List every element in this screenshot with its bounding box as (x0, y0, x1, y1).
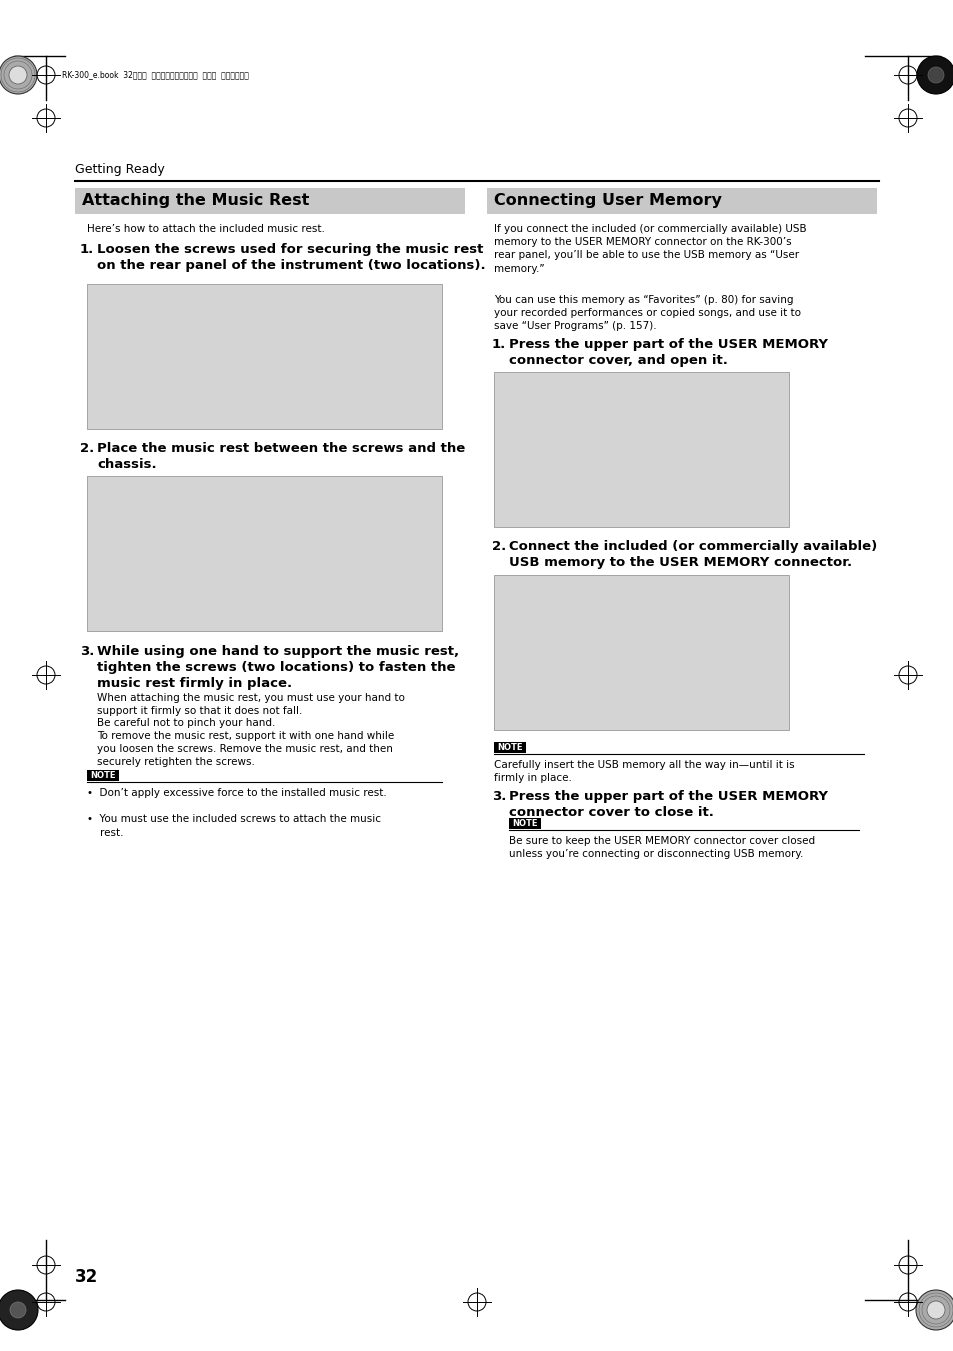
Text: Be sure to keep the USER MEMORY connector cover closed
unless you’re connecting : Be sure to keep the USER MEMORY connecto… (509, 836, 814, 859)
Circle shape (10, 1302, 26, 1319)
Circle shape (916, 55, 953, 95)
Text: Place the music rest between the screws and the
chassis.: Place the music rest between the screws … (97, 442, 465, 471)
FancyBboxPatch shape (75, 188, 464, 213)
Text: Getting Ready: Getting Ready (75, 163, 165, 176)
Text: 1.: 1. (492, 338, 506, 351)
Text: Loosen the screws used for securing the music rest
on the rear panel of the inst: Loosen the screws used for securing the … (97, 243, 485, 272)
Text: Here’s how to attach the included music rest.: Here’s how to attach the included music … (87, 224, 325, 234)
FancyBboxPatch shape (494, 742, 525, 753)
Text: NOTE: NOTE (497, 743, 522, 753)
Text: Be careful not to pinch your hand.: Be careful not to pinch your hand. (97, 717, 275, 728)
FancyBboxPatch shape (494, 576, 788, 730)
Text: You can use this memory as “Favorites” (p. 80) for saving
your recorded performa: You can use this memory as “Favorites” (… (494, 295, 801, 331)
Text: NOTE: NOTE (512, 819, 537, 828)
Text: Connect the included (or commercially available)
USB memory to the USER MEMORY c: Connect the included (or commercially av… (509, 540, 877, 569)
Text: •  Don’t apply excessive force to the installed music rest.

•  You must use the: • Don’t apply excessive force to the ins… (87, 788, 386, 838)
Text: Press the upper part of the USER MEMORY
connector cover, and open it.: Press the upper part of the USER MEMORY … (509, 338, 827, 367)
FancyBboxPatch shape (494, 372, 788, 527)
FancyBboxPatch shape (87, 284, 441, 430)
Circle shape (927, 68, 943, 82)
Text: 3.: 3. (80, 644, 94, 658)
FancyBboxPatch shape (87, 770, 119, 781)
FancyBboxPatch shape (87, 476, 441, 631)
Text: When attaching the music rest, you must use your hand to
support it firmly so th: When attaching the music rest, you must … (97, 693, 404, 716)
Circle shape (926, 1301, 944, 1319)
Circle shape (0, 55, 37, 95)
Circle shape (915, 1290, 953, 1329)
Text: While using one hand to support the music rest,
tighten the screws (two location: While using one hand to support the musi… (97, 644, 458, 690)
Text: Carefully insert the USB memory all the way in—until it is
firmly in place.: Carefully insert the USB memory all the … (494, 761, 794, 784)
Text: To remove the music rest, support it with one hand while
you loosen the screws. : To remove the music rest, support it wit… (97, 731, 394, 767)
Circle shape (0, 1290, 38, 1329)
Text: RK-300_e.book  32ページ  ２００８年９月１０日  水曜日  午後４時６分: RK-300_e.book 32ページ ２００８年９月１０日 水曜日 午後４時６… (62, 70, 249, 80)
FancyBboxPatch shape (486, 188, 876, 213)
Text: Press the upper part of the USER MEMORY
connector cover to close it.: Press the upper part of the USER MEMORY … (509, 790, 827, 819)
Text: If you connect the included (or commercially available) USB
memory to the USER M: If you connect the included (or commerci… (494, 224, 806, 274)
Text: 2.: 2. (492, 540, 506, 553)
Text: 3.: 3. (492, 790, 506, 802)
Text: 32: 32 (75, 1269, 98, 1286)
Text: 1.: 1. (80, 243, 94, 255)
FancyBboxPatch shape (509, 817, 540, 830)
Text: 2.: 2. (80, 442, 94, 455)
Text: Attaching the Music Rest: Attaching the Music Rest (82, 193, 309, 208)
Text: NOTE: NOTE (91, 771, 115, 780)
Text: Connecting User Memory: Connecting User Memory (494, 193, 721, 208)
Circle shape (9, 66, 27, 84)
